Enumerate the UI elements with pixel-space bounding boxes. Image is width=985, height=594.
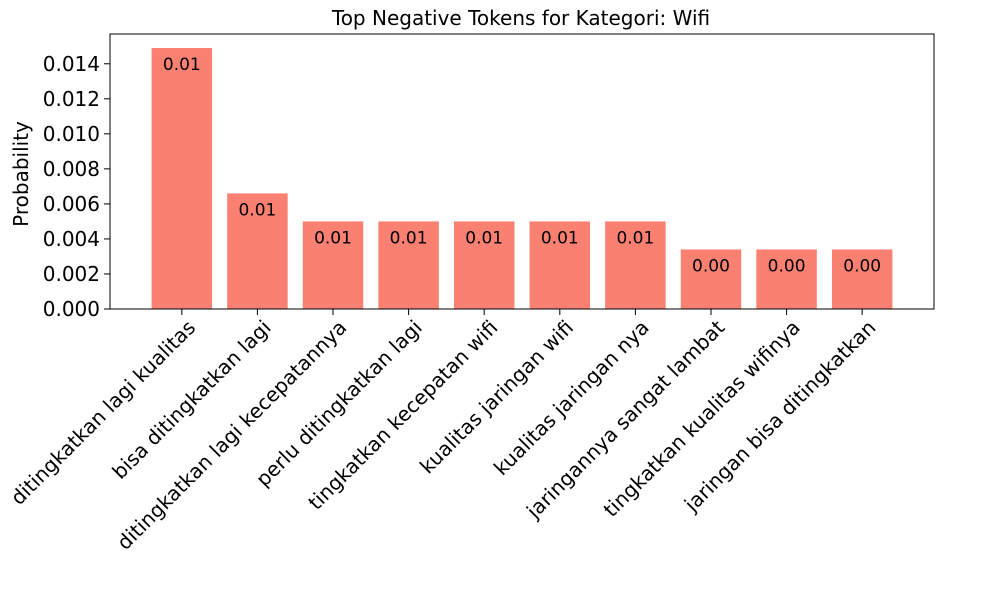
data-label: 0.00 xyxy=(768,256,806,276)
bar xyxy=(605,221,666,309)
y-tick-label: 0.000 xyxy=(43,297,100,321)
bar xyxy=(302,221,364,309)
y-tick-label: 0.012 xyxy=(43,87,100,111)
data-label: 0.01 xyxy=(238,200,276,220)
data-label: 0.01 xyxy=(616,228,654,248)
bar xyxy=(151,48,213,310)
bar xyxy=(680,249,742,309)
plot-frame xyxy=(109,33,935,310)
y-tick-label: 0.006 xyxy=(43,192,100,216)
y-tick-label: 0.004 xyxy=(43,227,100,251)
bar xyxy=(453,221,515,309)
bar xyxy=(756,249,817,309)
x-tick-label: kualitas jaringan wifi xyxy=(415,315,578,478)
bar xyxy=(227,193,288,309)
y-tick-label: 0.014 xyxy=(43,52,100,76)
y-tick-label: 0.008 xyxy=(43,157,100,181)
y-axis-label: Probability xyxy=(9,121,33,227)
data-label: 0.01 xyxy=(541,228,579,248)
y-tick-label: 0.010 xyxy=(43,122,100,146)
data-label: 0.01 xyxy=(314,228,352,248)
data-label: 0.00 xyxy=(843,256,881,276)
plot-area: 0.01 0.01 0.01 0.01 0.01 0.01 0.01 0.00 0.00 0.00… xyxy=(6,33,935,555)
y-tick-label: 0.002 xyxy=(43,262,100,286)
data-label: 0.01 xyxy=(163,55,201,75)
data-label: 0.01 xyxy=(465,228,503,248)
bar xyxy=(831,249,893,309)
data-label: 0.01 xyxy=(390,228,428,248)
data-label: 0.00 xyxy=(692,256,730,276)
chart-title: Top Negative Tokens for Kategori: Wifi xyxy=(331,6,710,30)
bar xyxy=(529,221,591,309)
bar xyxy=(378,221,439,309)
